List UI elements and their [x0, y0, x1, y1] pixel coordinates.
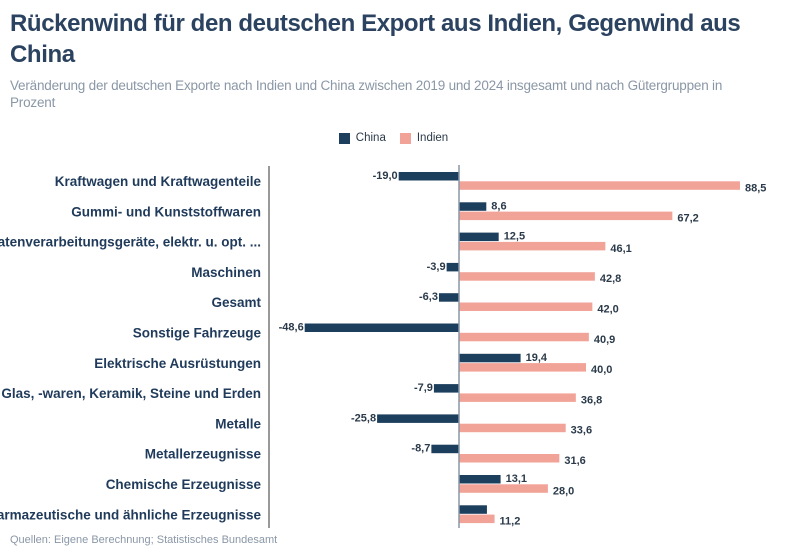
chart-title: Rückenwind für den deutschen Export aus …: [10, 10, 741, 68]
bar-china: [377, 414, 459, 423]
data-label-indien: 11,2: [500, 516, 521, 528]
bar-china: [459, 202, 487, 211]
data-label-indien: 42,0: [597, 304, 618, 316]
bar-china: [459, 232, 499, 242]
data-label-china: 12,5: [504, 231, 525, 243]
bar-china: [398, 172, 459, 181]
data-label-china: 8,6: [491, 200, 506, 212]
category-label: Metallerzeugnisse: [145, 447, 262, 462]
bar-indien: [459, 484, 548, 493]
legend-label-china: China: [355, 132, 386, 144]
bar-china: [431, 444, 459, 454]
bar-indien: [459, 514, 495, 524]
category-label: Gesamt: [211, 295, 261, 310]
data-label-china: 13,1: [506, 473, 527, 485]
bar-china: [459, 505, 487, 514]
category-label: Pharmazeutische und ähnliche Erzeugnisse: [0, 507, 261, 522]
legend-label-indien: Indien: [416, 132, 449, 144]
bar-china: [459, 353, 521, 363]
bar-indien: [459, 363, 586, 372]
data-label-indien: 40,9: [594, 334, 615, 346]
bar-china: [304, 323, 459, 332]
bar-indien: [459, 241, 606, 251]
data-label-indien: 46,1: [610, 243, 631, 255]
data-label-indien: 28,0: [553, 485, 574, 497]
data-label-indien: 36,8: [581, 394, 602, 406]
data-label-china: -48,6: [279, 322, 304, 334]
data-label-china: -8,7: [411, 443, 430, 455]
legend: China Indien: [0, 132, 787, 144]
bar-china: [459, 475, 501, 484]
category-label: Maschinen: [191, 265, 261, 280]
category-label: Glas, -waren, Keramik, Steine und Erden: [1, 386, 261, 401]
legend-item-indien[interactable]: Indien: [399, 132, 449, 144]
bar-china: [433, 384, 459, 393]
legend-swatch-indien: [399, 132, 411, 144]
data-label-china: -3,9: [427, 261, 446, 273]
category-label: Gummi- und Kunststoffwaren: [71, 204, 261, 219]
bar-indien: [459, 181, 740, 190]
category-label: Sonstige Fahrzeuge: [133, 326, 262, 341]
category-label: Elektrische Ausrüstungen: [94, 356, 261, 371]
bar-china: [438, 293, 459, 302]
data-label-china: 19,4: [526, 352, 548, 364]
data-label-indien: 67,2: [677, 213, 698, 225]
category-label: Kraftwagen und Kraftwagenteile: [55, 174, 262, 189]
bar-indien: [459, 302, 593, 311]
category-label: Chemische Erzeugnisse: [106, 477, 262, 492]
bar-indien: [459, 211, 673, 221]
bar-indien: [459, 454, 560, 463]
data-label-china: -6,3: [419, 291, 438, 303]
data-label-china: -25,8: [351, 412, 376, 424]
bar-indien: [459, 272, 595, 281]
data-label-indien: 88,5: [745, 182, 766, 194]
bar-indien: [459, 423, 566, 433]
category-label: Metalle: [215, 416, 261, 431]
legend-item-china[interactable]: China: [338, 132, 386, 144]
data-label-indien: 40,0: [591, 364, 612, 376]
data-label-indien: 33,6: [571, 425, 592, 437]
data-label-china: -7,9: [414, 382, 433, 394]
source-note: Quellen: Eigene Berechnung; Statistische…: [10, 534, 278, 546]
bar-indien: [459, 332, 589, 342]
category-label: Datenverarbeitungsgeräte, elektr. u. opt…: [0, 235, 261, 250]
bar-china: [446, 262, 459, 272]
data-label-indien: 42,8: [600, 273, 621, 285]
chart-subtitle: Veränderung der deutschen Exporte nach I…: [10, 78, 723, 110]
legend-swatch-china: [338, 132, 350, 144]
data-label-indien: 31,6: [564, 455, 585, 467]
bar-indien: [459, 393, 576, 402]
data-label-china: -19,0: [373, 170, 398, 182]
